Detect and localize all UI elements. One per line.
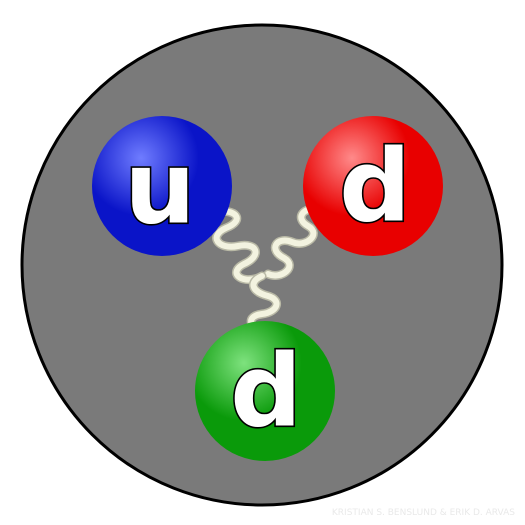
credit-watermark: KRISTIAN S. BENSLUND & ERIK D. ARVAS [332,508,515,518]
gluon-line-center-down2 [248,273,280,335]
up-quark: u [92,116,232,256]
down-quark-1: d [303,116,443,256]
down-quark-1-label: d [339,128,411,245]
down-quark-2: d [195,321,335,461]
up-quark-label: u [124,130,195,247]
down-quark-2-sphere [195,321,335,461]
down-quark-1-sphere [303,116,443,256]
up-quark-sphere [92,116,232,256]
down-quark-2-label: d [230,333,302,450]
gluon-line-up-center [211,208,261,283]
gluon-line-down-center [265,206,321,279]
gluon-lines [209,204,323,337]
